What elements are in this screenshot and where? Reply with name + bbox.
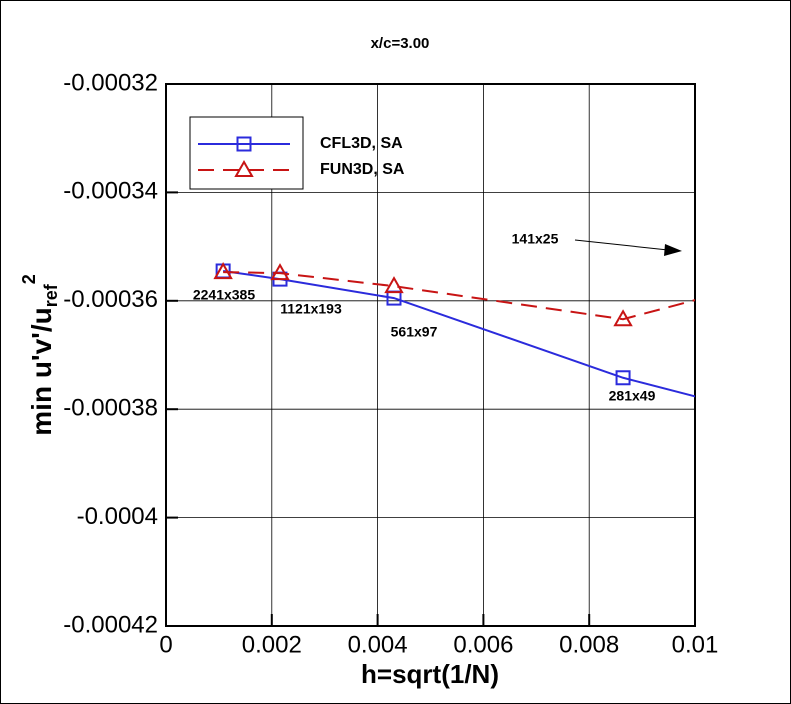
- plot-frame: [165, 83, 696, 627]
- x-tick-label: 0.01: [672, 631, 719, 658]
- annotation: 281x49: [609, 388, 656, 404]
- x-tick-label: 0.004: [348, 631, 408, 658]
- series-line: [222, 270, 695, 398]
- y-tick-label: -0.00042: [63, 611, 158, 638]
- marker: [213, 262, 233, 280]
- marker: [234, 159, 254, 177]
- annotation-arrow: [574, 239, 669, 251]
- x-axis-label: h=sqrt(1/N): [361, 659, 499, 689]
- x-tick-label: 0.002: [242, 631, 302, 658]
- marker: [384, 276, 404, 294]
- y-tick-label: -0.00038: [63, 395, 158, 422]
- plot-area: [213, 262, 695, 398]
- y-tick-label: -0.00034: [63, 178, 158, 205]
- y-tick-label: -0.00032: [63, 69, 158, 96]
- legend-label: FUN3D, SA: [320, 161, 405, 178]
- x-tick-label: 0.006: [453, 631, 513, 658]
- legend-box: [189, 116, 304, 190]
- y-label-sub: ref: [41, 283, 61, 307]
- legend-label: CFL3D, SA: [320, 135, 403, 152]
- annotation: 1121x193: [280, 301, 342, 317]
- x-tick-label: 0: [159, 631, 172, 658]
- marker: [613, 309, 633, 327]
- marker: [270, 263, 290, 281]
- y-tick-label: -0.00036: [63, 286, 158, 313]
- annotation: 141x25: [512, 231, 559, 247]
- y-tick-label: -0.0004: [77, 503, 158, 530]
- series-line: [223, 271, 695, 321]
- arrow-head: [664, 244, 682, 256]
- chart-title: x/c=3.00: [371, 35, 430, 52]
- y-axis-label: min u'v'/uref2: [19, 274, 61, 435]
- annotation: 2241x385: [193, 287, 256, 303]
- annotation: 561x97: [391, 324, 438, 340]
- y-label-sup: 2: [19, 274, 39, 284]
- x-tick-label: 0.008: [559, 631, 619, 658]
- marker: [615, 370, 631, 386]
- marker: [236, 136, 252, 152]
- y-label-main: min u'v'/u: [26, 307, 57, 435]
